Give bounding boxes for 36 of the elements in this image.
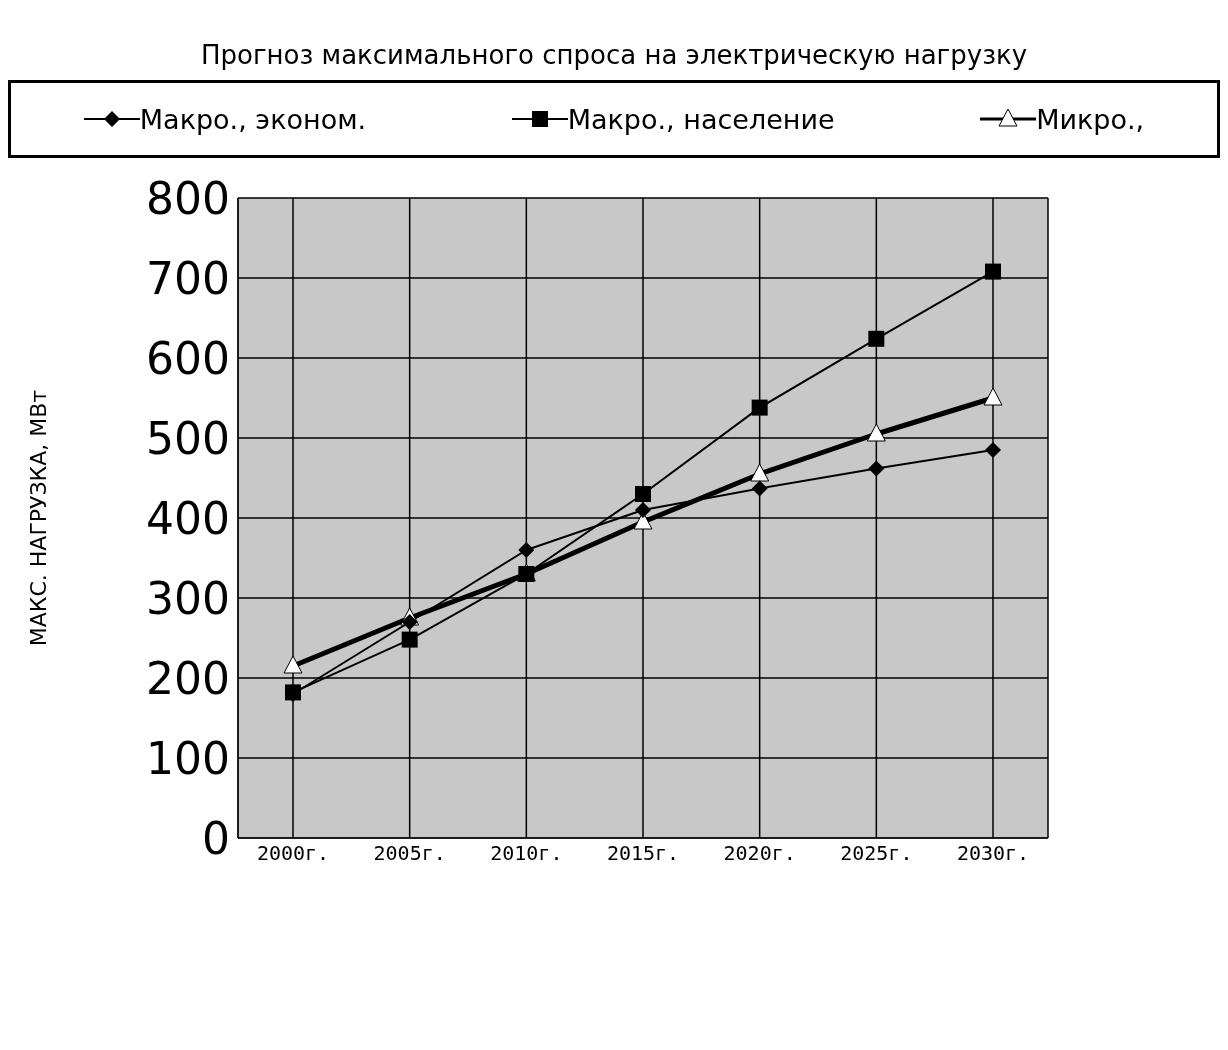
y-tick-label: 600: [146, 332, 230, 384]
legend-label: Макро., население: [567, 103, 835, 135]
y-tick-label: 0: [202, 812, 230, 864]
y-axis-title: МАКС. НАГРУЗКА, МВт: [25, 389, 51, 647]
point: [983, 387, 1003, 406]
point: [518, 542, 535, 558]
point: [868, 330, 885, 347]
y-tick-label: 300: [146, 572, 230, 624]
y-tick-label: 400: [146, 492, 230, 544]
point: [750, 463, 770, 482]
point: [985, 263, 1001, 280]
point: [751, 480, 768, 497]
y-tick-label: 500: [146, 412, 230, 464]
x-tick-label: 2010г.: [490, 841, 563, 866]
y-tick-label: 100: [146, 732, 230, 784]
x-tick-label: 2030г.: [956, 841, 1030, 866]
y-tick-label: 200: [146, 652, 230, 704]
point: [866, 423, 886, 442]
chart-title: Прогноз максимального спроса на электрическую нагрузку: [199, 40, 1029, 70]
y-tick-label: 700: [146, 252, 230, 304]
legend-label: Микро.,: [1036, 103, 1145, 135]
legend-label: Макро., эконом.: [139, 103, 367, 135]
point: [751, 399, 768, 416]
point: [283, 655, 303, 674]
point: [635, 502, 651, 518]
x-tick-label: 2020г.: [723, 841, 796, 866]
x-tick-label: 2025г.: [840, 841, 913, 866]
x-tick-label: 2000г.: [256, 841, 330, 866]
x-tick-label: 2015г.: [606, 841, 680, 866]
x-tick-label: 2005г.: [373, 841, 446, 866]
point: [401, 614, 418, 630]
point: [985, 442, 1001, 458]
point: [635, 486, 651, 502]
y-tick-label: 800: [146, 172, 230, 224]
point: [401, 631, 418, 648]
point: [868, 460, 885, 477]
